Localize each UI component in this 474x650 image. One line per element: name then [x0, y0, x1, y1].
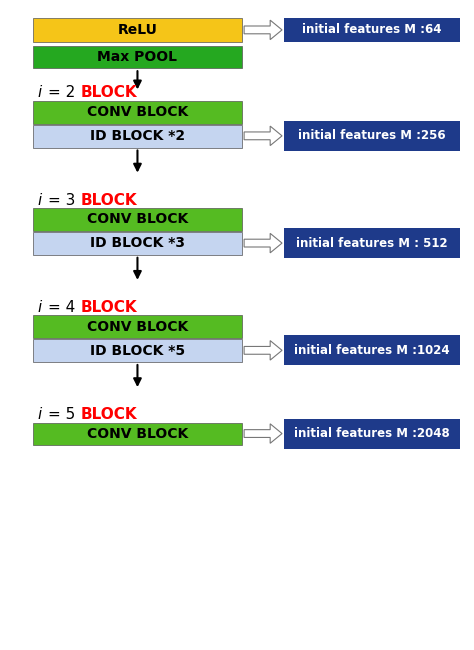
Polygon shape: [244, 341, 282, 360]
Polygon shape: [244, 126, 282, 146]
Text: BLOCK: BLOCK: [81, 407, 137, 422]
Text: i: i: [38, 85, 42, 101]
Polygon shape: [244, 424, 282, 443]
Text: ReLU: ReLU: [118, 23, 157, 37]
FancyBboxPatch shape: [33, 125, 242, 148]
FancyBboxPatch shape: [284, 335, 460, 365]
Text: initial features M :2048: initial features M :2048: [294, 427, 450, 440]
Text: CONV BLOCK: CONV BLOCK: [87, 320, 188, 333]
Text: i: i: [38, 192, 42, 208]
FancyBboxPatch shape: [33, 46, 242, 68]
Polygon shape: [244, 233, 282, 253]
Polygon shape: [244, 20, 282, 40]
FancyBboxPatch shape: [284, 18, 460, 42]
FancyBboxPatch shape: [284, 419, 460, 448]
FancyBboxPatch shape: [33, 422, 242, 445]
Text: ID BLOCK *5: ID BLOCK *5: [90, 344, 185, 358]
FancyBboxPatch shape: [33, 101, 242, 124]
Text: i: i: [38, 300, 42, 315]
Text: ID BLOCK *3: ID BLOCK *3: [90, 237, 185, 250]
Text: i: i: [38, 407, 42, 422]
FancyBboxPatch shape: [33, 315, 242, 338]
FancyBboxPatch shape: [33, 339, 242, 362]
FancyBboxPatch shape: [33, 18, 242, 42]
FancyBboxPatch shape: [284, 228, 460, 258]
Text: initial features M :64: initial features M :64: [302, 23, 442, 36]
Text: Max POOL: Max POOL: [98, 50, 177, 64]
Text: initial features M :1024: initial features M :1024: [294, 344, 450, 357]
Text: = 3: = 3: [48, 192, 81, 208]
Text: ID BLOCK *2: ID BLOCK *2: [90, 129, 185, 143]
FancyBboxPatch shape: [33, 208, 242, 231]
Text: BLOCK: BLOCK: [81, 192, 137, 208]
Text: = 4: = 4: [48, 300, 81, 315]
Text: BLOCK: BLOCK: [81, 85, 137, 101]
Text: CONV BLOCK: CONV BLOCK: [87, 427, 188, 441]
Text: CONV BLOCK: CONV BLOCK: [87, 105, 188, 119]
Text: BLOCK: BLOCK: [81, 300, 137, 315]
Text: = 2: = 2: [48, 85, 81, 101]
FancyBboxPatch shape: [284, 121, 460, 151]
Text: initial features M : 512: initial features M : 512: [296, 237, 448, 250]
FancyBboxPatch shape: [33, 232, 242, 255]
Text: CONV BLOCK: CONV BLOCK: [87, 213, 188, 226]
Text: initial features M :256: initial features M :256: [298, 129, 446, 142]
Text: = 5: = 5: [48, 407, 81, 422]
